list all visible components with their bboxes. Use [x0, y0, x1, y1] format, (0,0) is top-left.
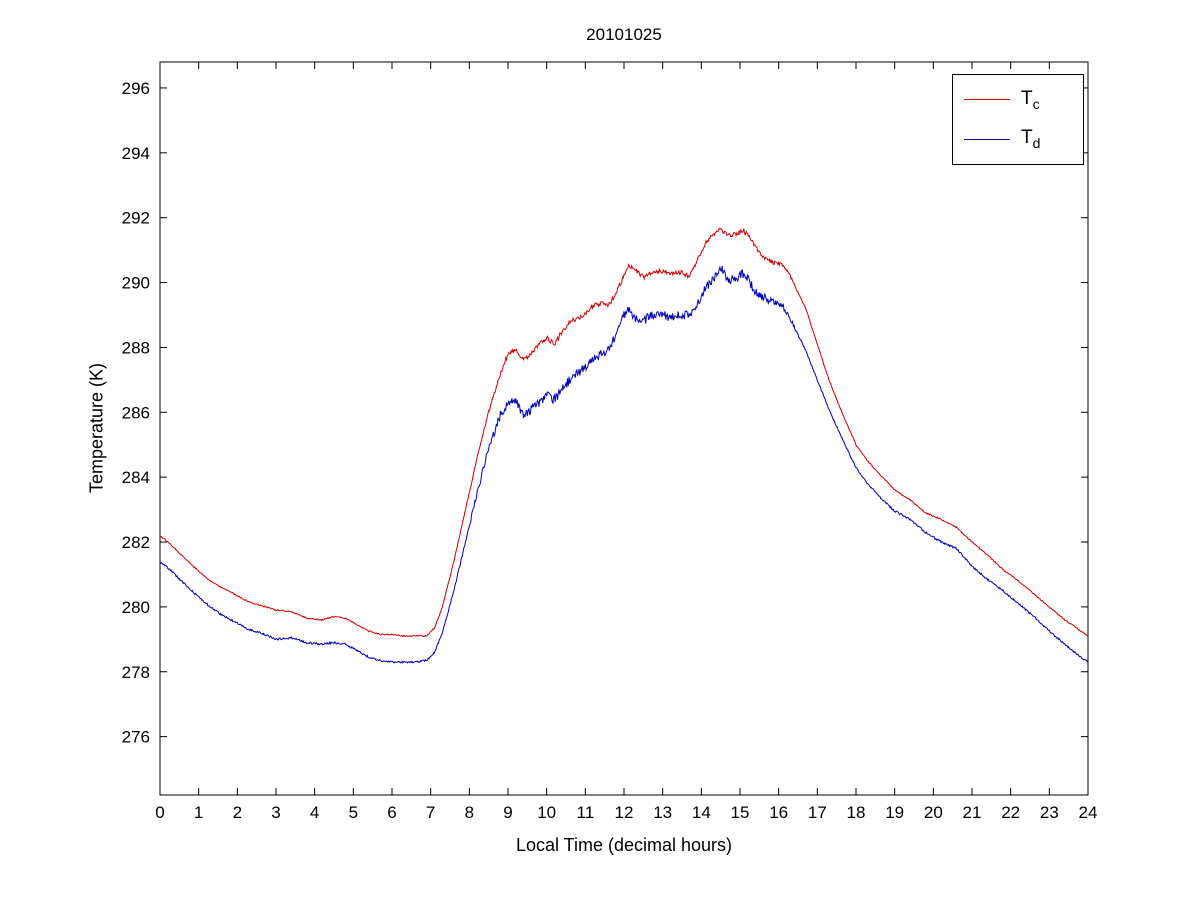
x-tick-label: 15 [731, 803, 750, 822]
y-axis-label: Temperature (K) [86, 362, 107, 494]
series-line-Tc [159, 227, 1089, 638]
chart-title: 20101025 [586, 25, 662, 44]
y-tick-label: 284 [122, 468, 150, 487]
x-tick-label: 5 [349, 803, 358, 822]
x-tick-label: 12 [615, 803, 634, 822]
legend-label-td-sub: d [1032, 135, 1041, 152]
x-tick-label: 6 [387, 803, 396, 822]
plot-box [159, 61, 1089, 796]
x-tick-label: 22 [1001, 803, 1020, 822]
y-tick-label: 290 [122, 274, 150, 293]
legend-entry-tc: Tc [953, 88, 1083, 112]
legend-label-td-main: T [1021, 127, 1033, 149]
y-tick-label: 286 [122, 403, 150, 422]
y-tick-label: 288 [122, 338, 150, 357]
y-tick-label: 278 [122, 663, 150, 682]
x-tick-label: 4 [310, 803, 319, 822]
y-tick-label: 282 [122, 533, 150, 552]
legend-line-sample-td [964, 138, 1010, 140]
x-tick-label: 8 [465, 803, 474, 822]
x-tick-label: 23 [1040, 803, 1059, 822]
y-tick-label: 296 [122, 79, 150, 98]
legend: Tc Td [952, 74, 1084, 165]
legend-entry-td: Td [953, 127, 1083, 151]
x-tick-label: 24 [1079, 803, 1098, 822]
x-tick-label: 13 [653, 803, 672, 822]
x-tick-label: 7 [426, 803, 435, 822]
legend-label-tc-sub: c [1032, 95, 1040, 112]
x-tick-label: 1 [194, 803, 203, 822]
legend-line-sample-tc [964, 99, 1010, 101]
series-line-Td [159, 265, 1089, 664]
y-tick-label: 292 [122, 209, 150, 228]
legend-label-tc-main: T [1021, 87, 1033, 109]
x-tick-label: 9 [503, 803, 512, 822]
x-tick-label: 17 [808, 803, 827, 822]
x-tick-label: 3 [271, 803, 280, 822]
x-tick-label: 21 [963, 803, 982, 822]
x-tick-label: 20 [924, 803, 943, 822]
x-tick-label: 14 [692, 803, 711, 822]
legend-label-tc: Tc [1021, 88, 1040, 112]
x-tick-label: 10 [537, 803, 556, 822]
legend-label-td: Td [1021, 127, 1040, 151]
y-tick-label: 276 [122, 728, 150, 747]
x-axis-label: Local Time (decimal hours) [515, 835, 733, 855]
x-tick-label: 2 [233, 803, 242, 822]
x-tick-label: 16 [769, 803, 788, 822]
y-tick-label: 294 [122, 144, 150, 163]
x-tick-label: 18 [847, 803, 866, 822]
x-tick-label: 19 [885, 803, 904, 822]
y-tick-label: 280 [122, 598, 150, 617]
x-tick-label: 0 [155, 803, 164, 822]
x-tick-label: 11 [577, 803, 595, 822]
